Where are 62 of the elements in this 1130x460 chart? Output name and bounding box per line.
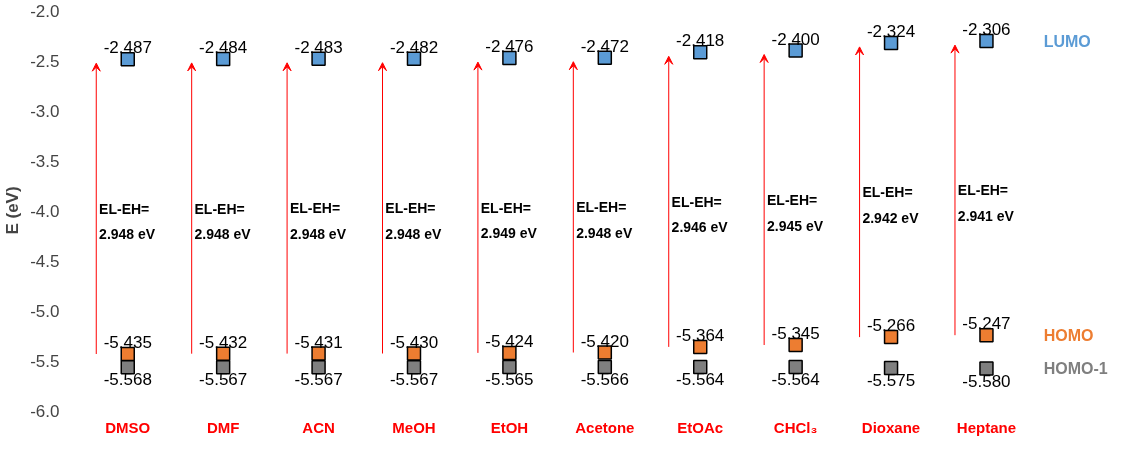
data-label: -5.424 <box>485 331 534 351</box>
y-axis-title: E (eV) <box>3 186 23 235</box>
data-label: -2.324 <box>866 21 916 41</box>
y-tick-label: -2.0 <box>30 1 60 21</box>
data-label: -5.364 <box>676 325 725 345</box>
annotation: EL-EH= 2.942 eV <box>862 184 920 226</box>
data-label: -2.482 <box>389 37 439 57</box>
x-tick-label: Dioxane <box>861 418 921 436</box>
text: HOMO-1 <box>1043 360 1108 377</box>
annotation: EL-EH= 2.941 eV <box>957 182 1015 224</box>
text: LUMO <box>1043 32 1091 50</box>
y-tick-label: -6.0 <box>30 401 60 421</box>
data-label: -2.487 <box>103 38 152 58</box>
x-tick-label: Heptane <box>956 418 1017 436</box>
data-label: -2.476 <box>485 37 534 57</box>
y-tick-label: -4.0 <box>30 201 60 221</box>
data-label: -2.472 <box>580 36 629 56</box>
data-label: -5.435 <box>103 333 152 352</box>
x-tick-label: DMSO <box>105 418 151 436</box>
annotation: EL-EH= 2.948 eV <box>576 199 633 241</box>
data-label: -2.484 <box>199 37 248 57</box>
data-label: -5.568 <box>103 370 152 390</box>
y-tick-label: -5.0 <box>30 301 60 321</box>
annotation: EL-EH= 2.945 eV <box>767 191 824 234</box>
data-label: -5.432 <box>199 332 248 352</box>
y-tick-label: -5.5 <box>30 351 60 371</box>
annotation: EL-EH= 2.949 eV <box>480 199 538 242</box>
data-label: -2.306 <box>962 20 1011 40</box>
x-tick-label: MeOH <box>392 418 436 436</box>
data-label: -5.567 <box>294 370 343 390</box>
data-label: -5.580 <box>962 371 1011 391</box>
point <box>692 45 708 60</box>
y-tick-label: -2.5 <box>30 51 60 71</box>
x-tick-label: CHCl₃ <box>773 418 818 436</box>
data-label: -5.266 <box>866 316 916 336</box>
data-label: -2.418 <box>676 31 725 51</box>
data-label: -5.564 <box>771 369 820 389</box>
annotation: EL-EH= 2.948 eV <box>194 200 252 243</box>
data-label: -5.345 <box>771 324 820 343</box>
y-tick-label: -4.5 <box>30 251 60 271</box>
data-label: -5.431 <box>294 332 343 352</box>
data-label: -5.564 <box>676 369 725 389</box>
x-tick-label: EtOAc <box>677 418 724 436</box>
data-label: -5.566 <box>580 370 629 390</box>
data-label: -5.567 <box>199 370 248 390</box>
data-label: -2.400 <box>771 29 820 49</box>
y-tick-label: -3.5 <box>30 151 60 171</box>
point <box>979 361 994 376</box>
data-label: -5.420 <box>580 331 629 351</box>
x-tick-label: EtOH <box>490 418 529 436</box>
x-tick-label: DMF <box>206 418 240 436</box>
text: HOMO <box>1043 326 1094 344</box>
x-tick-label: ACN <box>302 418 335 436</box>
x-tick-label: Acetone <box>575 418 635 436</box>
annotation: EL-EH= 2.946 eV <box>671 193 729 236</box>
annotation: EL-EH= 2.948 eV <box>99 200 156 243</box>
data-label: -5.565 <box>485 370 534 389</box>
data-label: -5.430 <box>389 332 439 352</box>
annotation: EL-EH= 2.948 eV <box>385 200 443 242</box>
data-label: -2.483 <box>294 37 343 57</box>
y-tick-label: -3.0 <box>30 101 60 121</box>
annotation: EL-EH= 2.948 eV <box>289 200 347 242</box>
